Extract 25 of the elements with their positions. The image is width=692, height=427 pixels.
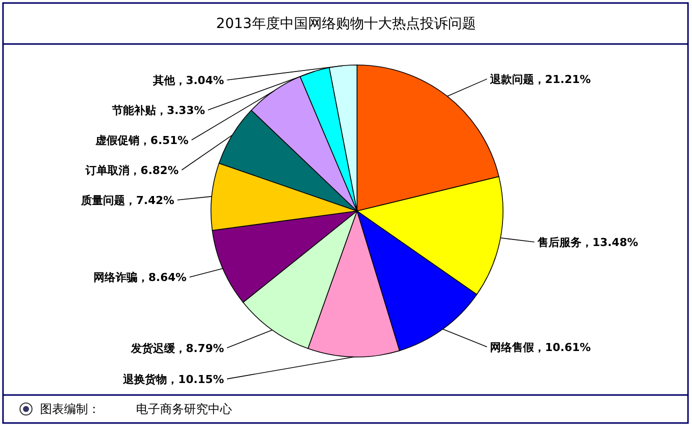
data-label: ，10.61% — [534, 340, 591, 354]
data-label: ，7.42% — [125, 194, 174, 207]
data-label: ，21.21% — [534, 72, 591, 86]
chart-title: 2013年度中国网络购物十大热点投诉问题 — [216, 16, 476, 32]
text: 电子商务研究中心 — [136, 402, 232, 416]
slice-label: 售后服务 — [536, 236, 582, 249]
slice-label: 质量问题 — [80, 194, 126, 207]
slice-label: 网络售假 — [490, 340, 535, 354]
slice-label: 网络诈骗 — [93, 271, 138, 284]
slice-label: 节能补贴 — [110, 104, 156, 117]
data-label: ，13.48% — [581, 236, 638, 249]
data-label: ，8.79% — [174, 342, 224, 355]
text: 图表编制： — [40, 402, 100, 416]
data-label: ，6.82% — [130, 164, 179, 177]
data-label: ，10.15% — [167, 372, 224, 386]
slice-label: 其他 — [152, 74, 176, 87]
slice-label: 发货迟缓 — [130, 342, 176, 355]
slice-label: 订单取消 — [84, 164, 130, 177]
slice-label: 退款问题 — [489, 72, 534, 86]
data-label: ，8.64% — [137, 271, 187, 284]
slice-label: 虚假促销 — [94, 134, 140, 147]
data-label: ，3.33% — [156, 104, 206, 117]
data-label: ，6.51% — [139, 134, 189, 147]
data-label: ，3.04% — [174, 74, 224, 87]
slice-label: 退换货物 — [122, 372, 168, 386]
